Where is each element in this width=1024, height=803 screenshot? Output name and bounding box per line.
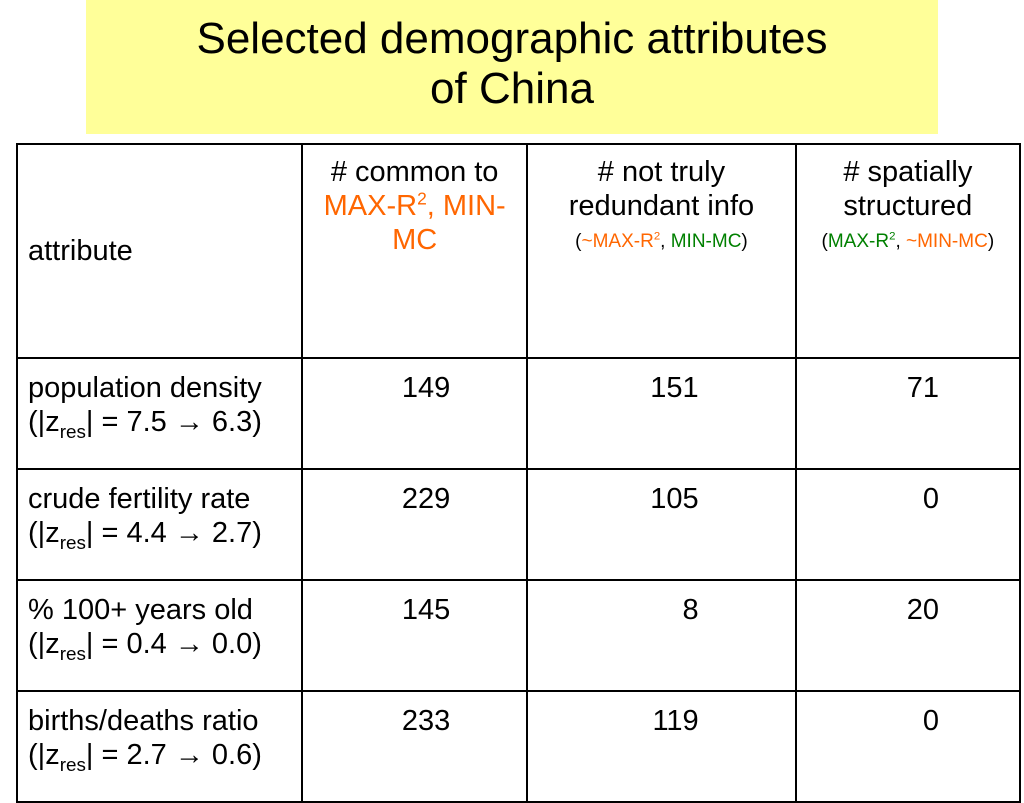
slide-title: Selected demographic attributes of China — [86, 0, 938, 134]
common-cell: 149 — [301, 357, 529, 470]
not-redundant-cell: 105 — [526, 468, 797, 581]
common-cell: 233 — [301, 690, 529, 803]
table-header-row: attribute # common to MAX-R2, MIN-MC # n… — [15, 143, 1022, 359]
attributes-table: attribute # common to MAX-R2, MIN-MC # n… — [15, 143, 1022, 803]
header-common: # common to MAX-R2, MIN-MC — [301, 143, 529, 359]
not-redundant-cell: 151 — [526, 357, 797, 470]
attribute-cell: crude fertility rate (|zres| = 4.4 → 2.7) — [15, 468, 304, 581]
spatial-cell: 0 — [794, 468, 1022, 581]
header-attribute: attribute — [15, 143, 304, 359]
not-redundant-cell: 119 — [526, 690, 797, 803]
table-row: % 100+ years old (|zres| = 0.4 → 0.0) 145… — [15, 579, 1022, 692]
table-row: population density (|zres| = 7.5 → 6.3) 1… — [15, 357, 1022, 470]
header-common-max: MAX-R2, MIN-MC — [323, 188, 506, 256]
spatial-cell: 0 — [794, 690, 1022, 803]
header-spatial: # spatially structured (MAX-R2, ~MIN-MC) — [794, 143, 1022, 359]
table-row: births/deaths ratio (|zres| = 2.7 → 0.6) … — [15, 690, 1022, 803]
slide-title-line-2: of China — [430, 64, 594, 113]
attribute-cell: population density (|zres| = 7.5 → 6.3) — [15, 357, 304, 470]
attribute-cell: births/deaths ratio (|zres| = 2.7 → 0.6) — [15, 690, 304, 803]
header-not-redundant-note: (~MAX-R2, MIN-MC) — [575, 230, 748, 252]
attribute-cell: % 100+ years old (|zres| = 0.4 → 0.0) — [15, 579, 304, 692]
header-not-redundant: # not truly redundant info (~MAX-R2, MIN… — [526, 143, 797, 359]
header-spatial-note: (MAX-R2, ~MIN-MC) — [821, 230, 995, 252]
table-row: crude fertility rate (|zres| = 4.4 → 2.7)… — [15, 468, 1022, 581]
spatial-cell: 20 — [794, 579, 1022, 692]
common-cell: 229 — [301, 468, 529, 581]
slide-title-line-1: Selected demographic attributes — [196, 14, 828, 63]
common-cell: 145 — [301, 579, 529, 692]
not-redundant-cell: 8 — [526, 579, 797, 692]
spatial-cell: 71 — [794, 357, 1022, 470]
